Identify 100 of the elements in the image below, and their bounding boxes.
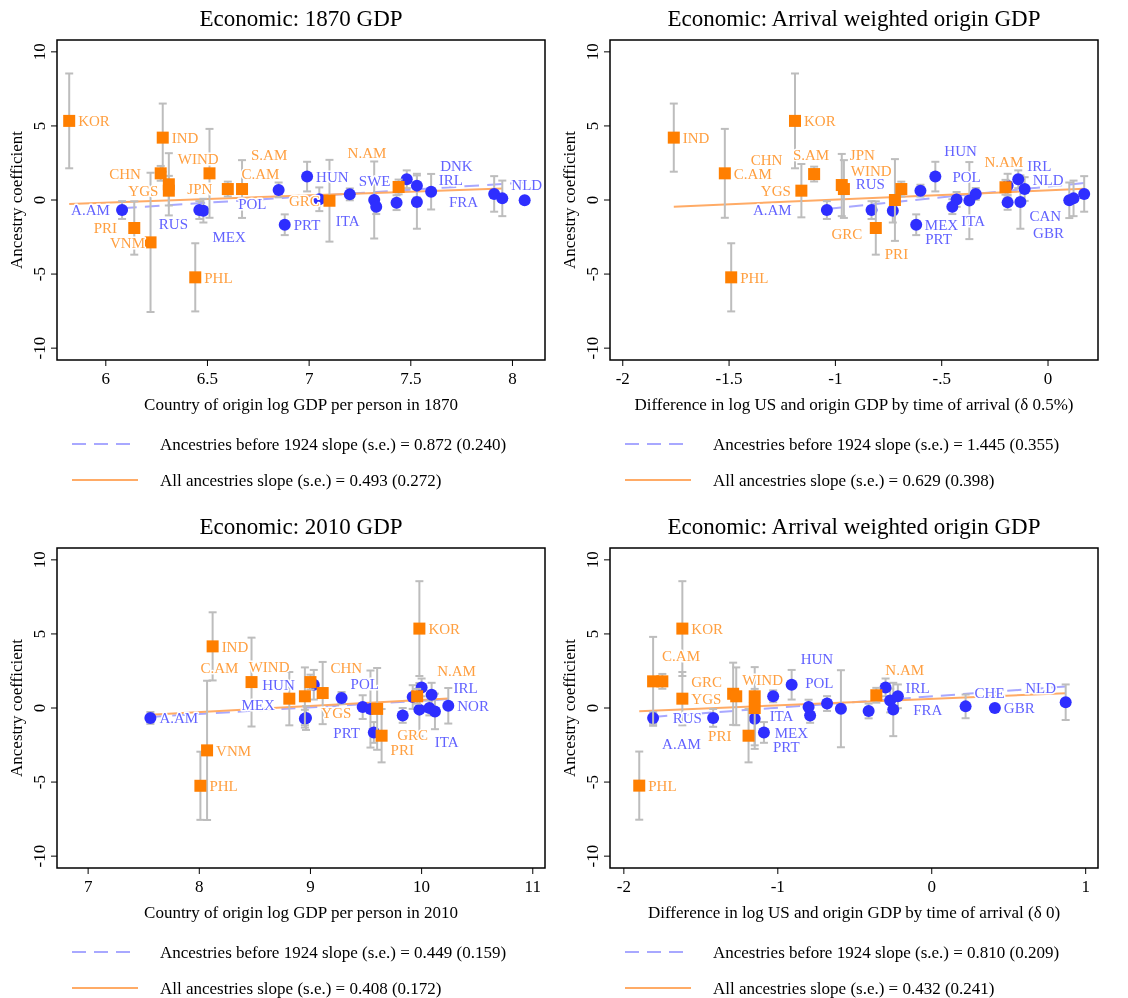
annotation: DNK (440, 157, 473, 174)
y-tick-label: 10 (30, 43, 49, 61)
annotation: JPN (849, 147, 875, 164)
annotation: JPN (187, 181, 213, 198)
annotation: POL (952, 168, 981, 185)
annotation: C.AM (241, 165, 280, 182)
annotation: HUN (944, 142, 977, 159)
annotation: PRI (884, 246, 909, 263)
x-tick-label: 8 (195, 877, 204, 896)
x-tick-label: 10 (413, 877, 431, 896)
annotation: NLD (1025, 680, 1057, 697)
y-tick-label: -5 (30, 774, 49, 790)
annotation: PRT (293, 216, 321, 233)
annotation: MEX (774, 724, 809, 741)
annotation: NOR (457, 698, 489, 715)
x-axis-title: Country of origin log GDP per person in 2010 (144, 903, 458, 922)
annotation: CHN (109, 165, 142, 182)
annotation: ITA (335, 212, 360, 229)
x-tick-label: 7 (304, 369, 314, 388)
annotation: YGS (691, 690, 722, 707)
x-tick-label: 6 (101, 369, 111, 388)
annotation: WIND (248, 659, 290, 676)
annotation: HUN (316, 168, 349, 185)
x-tick-label: -.5 (932, 369, 951, 388)
annotation: PRT (925, 230, 952, 247)
y-tick-label: 0 (30, 195, 49, 205)
x-tick-label: 6.5 (196, 369, 219, 388)
annotation: GRC (691, 674, 723, 691)
annotation: PRI (93, 220, 118, 237)
annotation: IND (682, 129, 710, 146)
annotation: FRA (448, 194, 479, 211)
annotation: IRL (1027, 157, 1052, 174)
y-tick-label: 5 (30, 121, 49, 131)
x-axis-title: Difference in log US and origin GDP by time of arrival (δ 0.5%) (634, 395, 1074, 414)
annotation: YGS (760, 182, 791, 199)
annotation: ITA (961, 212, 986, 229)
legend-label: Ancestries before 1924 slope (s.e.) = 0.810 (0.209) (713, 942, 1060, 962)
annotation: GBR (1003, 700, 1035, 717)
annotation: N.AM (437, 662, 476, 679)
y-tick-label: -5 (30, 266, 49, 282)
x-tick-label: -1 (828, 369, 843, 388)
annotation: HUN (262, 676, 295, 693)
y-axis-title: Ancestry coefficient (560, 130, 579, 269)
x-tick-label: 0 (927, 877, 936, 896)
annotation: WIND (177, 150, 219, 167)
annotation: CAN (1029, 208, 1062, 225)
annotation: RUS (672, 710, 702, 727)
y-tick-label: 5 (30, 629, 49, 639)
x-tick-label: -1.5 (715, 369, 743, 388)
annotation: VNM (216, 742, 252, 759)
annotation: S.AM (792, 147, 830, 164)
annotation: A.AM (159, 710, 199, 727)
annotation: ITA (769, 707, 794, 724)
y-tick-label: 5 (583, 629, 602, 639)
annotation: GRC (831, 226, 863, 243)
annotation: PHL (204, 269, 233, 286)
x-tick-label: 0 (1043, 369, 1053, 388)
annotation: RUS (158, 216, 189, 233)
legend-label: All ancestries slope (s.e.) = 0.408 (0.172) (160, 978, 442, 998)
legend-label: Ancestries before 1924 slope (s.e.) = 0.449 (0.159) (160, 942, 507, 962)
y-tick-label: -10 (30, 844, 49, 868)
annotation: YGS (321, 704, 352, 721)
annotation: NLD (511, 176, 543, 193)
x-tick-label: 9 (306, 877, 315, 896)
annotation: GRC (288, 192, 320, 209)
legend-label: All ancestries slope (s.e.) = 0.493 (0.272) (160, 470, 442, 490)
annotation: N.AM (984, 153, 1024, 170)
x-tick-label: 11 (524, 877, 541, 896)
annotation: WIND (742, 672, 784, 689)
annotation: S.AM (251, 147, 288, 164)
x-tick-label: -1 (770, 877, 785, 896)
y-tick-label: -10 (583, 336, 602, 360)
legend-label: All ancestries slope (s.e.) = 0.432 (0.241) (713, 978, 995, 998)
annotation: PRT (772, 738, 800, 755)
annotation: A.AM (662, 736, 701, 753)
chart-title: Economic: 1870 GDP (199, 6, 403, 31)
annotation: C.AM (200, 660, 239, 677)
annotation: YGS (128, 182, 159, 199)
x-tick-label: 7.5 (400, 369, 422, 388)
annotation: CHN (330, 660, 363, 677)
y-tick-label: -5 (583, 266, 602, 282)
x-tick-label: 1 (1081, 877, 1090, 896)
y-tick-label: 10 (583, 43, 602, 61)
annotation: ITA (434, 733, 459, 750)
y-axis-title: Ancestry coefficient (7, 130, 26, 269)
y-tick-label: 10 (583, 551, 602, 569)
annotation: POL (238, 196, 267, 213)
legend-label: All ancestries slope (s.e.) = 0.629 (0.398) (713, 470, 995, 490)
x-axis-title: Difference in log US and origin GDP by time of arrival (δ 0) (647, 903, 1061, 922)
annotation: POL (350, 676, 379, 693)
annotation: IND (221, 638, 249, 655)
legend-label: Ancestries before 1924 slope (s.e.) = 0.872 (0.240) (160, 434, 507, 454)
annotation: FRA (913, 701, 943, 718)
annotation: PHL (648, 777, 677, 794)
y-tick-label: 0 (583, 195, 602, 205)
annotation: N.AM (885, 661, 925, 678)
x-tick-label: 7 (83, 877, 93, 896)
annotation: GRC (397, 727, 428, 744)
annotation: KOR (428, 620, 461, 637)
y-tick-label: 10 (30, 551, 49, 569)
